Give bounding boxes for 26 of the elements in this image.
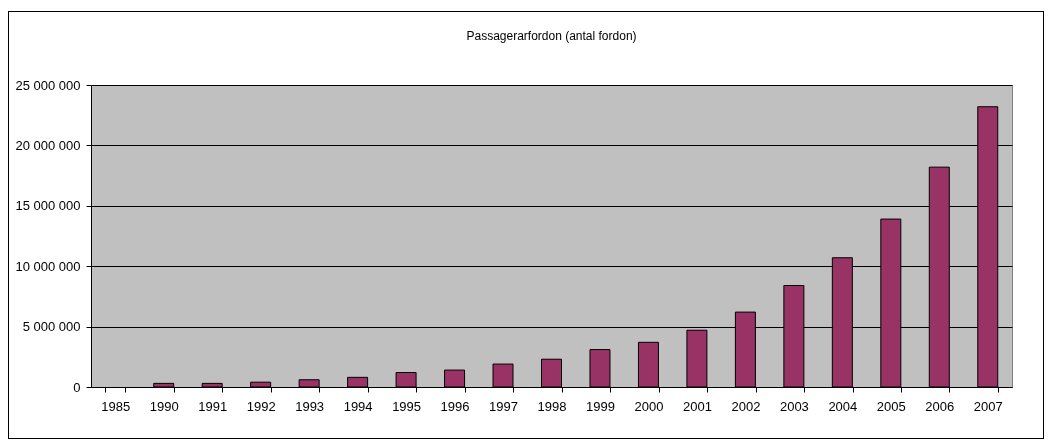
x-tick-label: 2000 xyxy=(634,398,664,414)
y-tick-label: 0 xyxy=(73,379,81,395)
y-tick-label: 10 000 000 xyxy=(15,258,81,274)
x-tick-label: 1995 xyxy=(392,398,422,414)
x-tick-label: 1985 xyxy=(101,398,131,414)
chart-title: Passagerarfordon (antal fordon) xyxy=(466,29,637,43)
x-tick-label: 2004 xyxy=(828,398,858,414)
y-tick-label: 15 000 000 xyxy=(15,198,81,214)
x-tick-label: 2002 xyxy=(731,398,761,414)
x-tick-label: 1991 xyxy=(198,398,228,414)
x-tick-label: 1997 xyxy=(489,398,518,414)
x-tick-label: 1990 xyxy=(149,398,179,414)
x-tick-label: 1994 xyxy=(343,398,373,414)
x-tick-label: 2003 xyxy=(779,398,809,414)
x-tick-label: 2007 xyxy=(973,398,1003,414)
y-tick-label: 5 000 000 xyxy=(22,319,81,335)
x-tick-label: 2006 xyxy=(925,398,955,414)
x-tick-label: 1996 xyxy=(440,398,470,414)
x-tick-label: 1999 xyxy=(586,398,615,414)
x-tick-label: 2005 xyxy=(876,398,906,414)
x-tick-label: 1998 xyxy=(537,398,567,414)
y-tick-label: 25 000 000 xyxy=(15,77,81,93)
x-tick-label: 1993 xyxy=(295,398,325,414)
x-tick-label: 1992 xyxy=(246,398,276,414)
y-tick-label: 20 000 000 xyxy=(15,137,81,153)
x-tick-label: 2001 xyxy=(682,398,712,414)
